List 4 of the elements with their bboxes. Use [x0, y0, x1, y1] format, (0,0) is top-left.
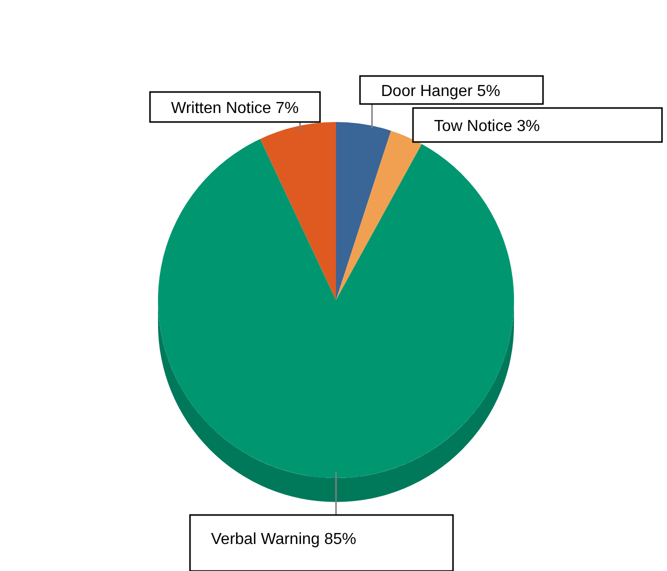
slice-label: Written Notice 7%: [171, 100, 299, 117]
slice-label: Verbal Warning 85%: [211, 531, 356, 548]
slice-label: Door Hanger 5%: [381, 83, 500, 100]
slice-label: Tow Notice 3%: [434, 118, 540, 135]
